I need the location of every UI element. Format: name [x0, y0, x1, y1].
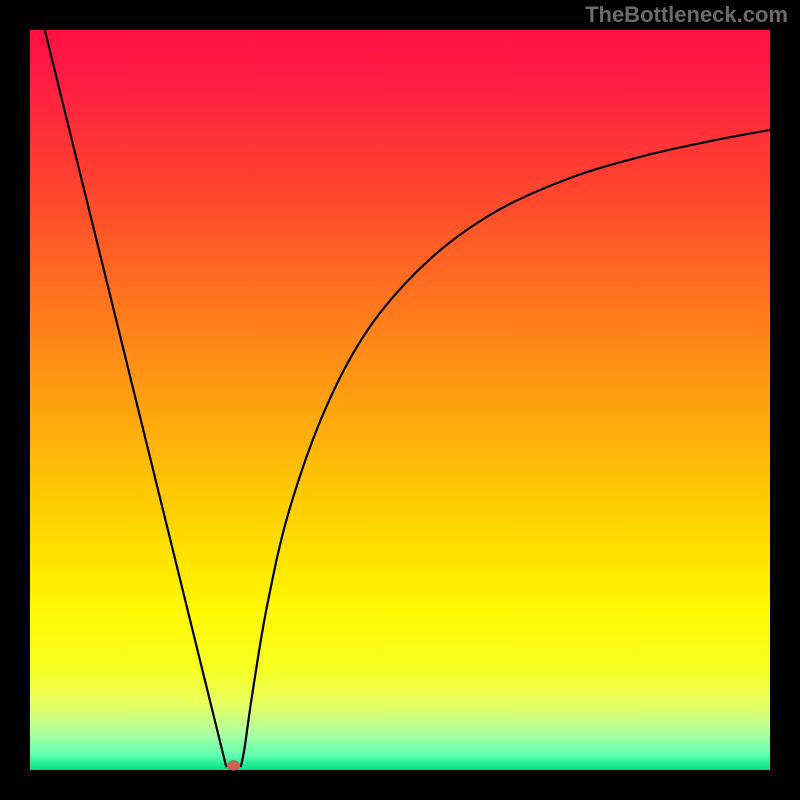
chart-container: TheBottleneck.com	[0, 0, 800, 800]
optimum-marker	[228, 761, 240, 771]
gradient-background	[30, 30, 770, 770]
bottleneck-plot	[0, 0, 800, 800]
watermark-text: TheBottleneck.com	[585, 2, 788, 28]
